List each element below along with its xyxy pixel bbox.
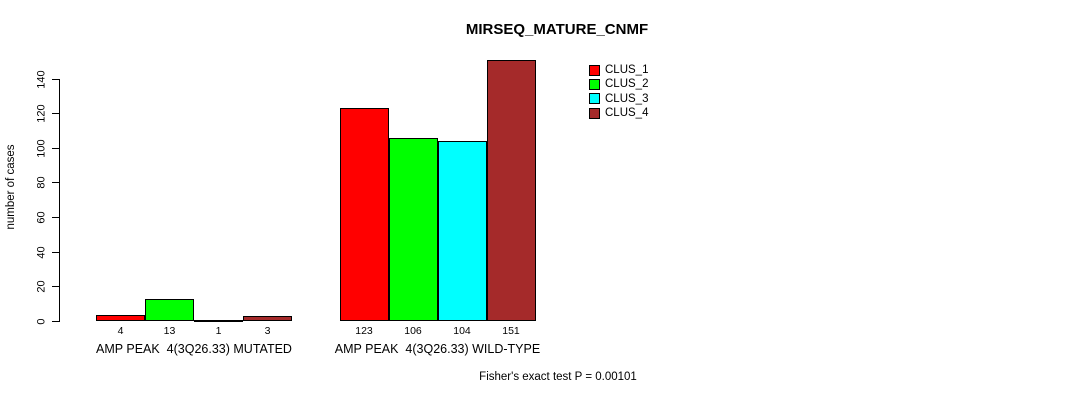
legend-swatch-clus_1 — [589, 64, 600, 76]
category-label: AMP PEAK 4(3Q26.33) MUTATED — [96, 342, 292, 356]
category-label: AMP PEAK 4(3Q26.33) WILD-TYPE — [334, 342, 541, 356]
bar-clus_3-group2 — [437, 141, 487, 322]
y-tick-mark — [52, 217, 59, 219]
annotation-fisher-test: Fisher's exact test P = 0.00101 — [479, 371, 637, 383]
bar-value-label: 123 — [355, 325, 373, 337]
y-tick-label: 0 — [35, 318, 48, 325]
y-tick-mark — [52, 182, 59, 184]
y-tick-mark — [52, 251, 59, 253]
y-tick-label: 140 — [35, 69, 48, 89]
legend-swatch-clus_2 — [589, 78, 600, 90]
y-axis-line — [59, 79, 60, 322]
y-tick-mark — [52, 147, 59, 149]
bar-value-label: 4 — [117, 325, 124, 337]
y-tick-label: 120 — [35, 104, 48, 123]
y-axis-label: number of cases — [5, 144, 17, 230]
y-tick-mark — [52, 78, 59, 80]
bar-clus_2-group1 — [145, 298, 194, 322]
y-tick-label: 20 — [35, 280, 48, 293]
bar-value-label: 3 — [264, 325, 271, 337]
bar-value-label: 13 — [163, 325, 176, 337]
bar-clus_2-group2 — [388, 137, 438, 322]
legend-label-clus_3: CLUS_3 — [605, 92, 649, 105]
bar-clus_4-group2 — [486, 59, 536, 322]
legend-swatch-clus_3 — [589, 93, 600, 105]
bar-value-label: 151 — [502, 325, 520, 337]
y-tick-mark — [52, 113, 59, 115]
legend-label-clus_1: CLUS_1 — [605, 64, 649, 76]
legend-label-clus_2: CLUS_2 — [605, 78, 649, 91]
bar-value-label: 104 — [453, 325, 471, 337]
bar-clus_1-group2 — [339, 108, 389, 322]
bar-clus_1-group1 — [96, 314, 145, 322]
y-tick-mark — [52, 286, 59, 288]
bar-value-label: 1 — [215, 325, 222, 337]
chart-title: MIRSEQ_MATURE_CNMF — [465, 21, 649, 38]
y-tick-label: 80 — [35, 176, 48, 190]
legend-swatch-clus_4 — [589, 107, 600, 119]
legend-label-clus_4: CLUS_4 — [605, 107, 649, 120]
y-tick-label: 60 — [35, 211, 48, 224]
bar-value-label: 106 — [404, 325, 422, 337]
y-tick-mark — [52, 321, 59, 322]
bar-clus_4-group1 — [243, 316, 292, 322]
bar-clus_3-group1 — [194, 319, 243, 322]
y-tick-label: 40 — [35, 246, 48, 259]
y-tick-label: 100 — [35, 139, 48, 158]
